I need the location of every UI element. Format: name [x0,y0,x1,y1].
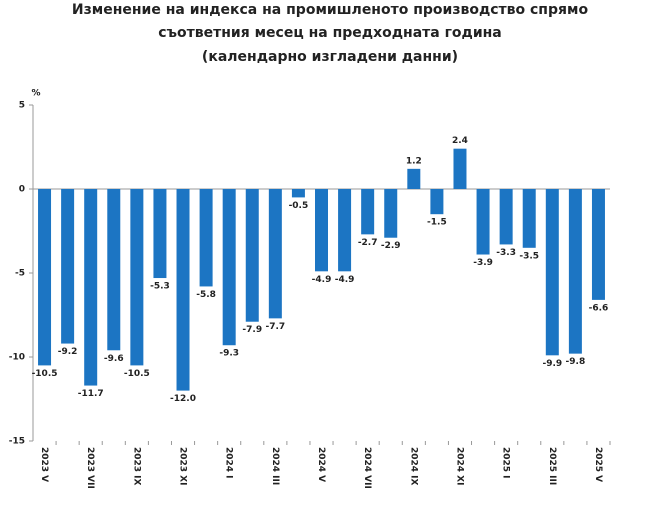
value-label: -9.3 [219,349,239,359]
y-axis-label: % [31,89,40,99]
value-label: 2.4 [452,136,468,146]
value-label: -9.2 [58,347,78,357]
chart-title: (календарно изгладени данни) [202,49,458,65]
value-label: -2.9 [381,241,401,251]
chart-title: Изменение на индекса на промишленото про… [72,2,589,18]
x-tick-label: 2024 IX [408,447,418,486]
value-label: -9.8 [566,357,586,367]
bar [315,189,328,272]
bar [38,189,52,366]
bar [407,168,421,189]
value-label: -12.0 [170,394,196,404]
value-label: -3.5 [519,251,539,261]
x-tick-label: 2023 XI [178,447,188,485]
y-tick-label: 5 [19,101,25,111]
value-label: -10.5 [32,369,58,379]
bar [153,189,167,279]
value-label: -7.7 [265,322,285,332]
bar [591,189,605,300]
x-tick-label: 2024 VII [362,447,372,489]
bar [430,189,444,215]
bar [130,189,144,366]
value-label: -5.8 [196,290,216,300]
value-label: -9.9 [542,359,562,369]
y-tick-label: -10 [9,353,25,363]
value-label: -10.5 [124,369,150,379]
bar [268,189,282,319]
x-tick-label: 2025 V [593,447,603,482]
value-label: -4.9 [335,275,355,285]
value-label: -1.5 [427,218,447,228]
bar [199,189,213,287]
y-tick-label: -5 [15,269,25,279]
bar [568,189,582,354]
value-label: -5.3 [150,282,170,292]
bar [453,148,467,189]
value-label: -3.3 [496,248,516,258]
value-label: -4.9 [312,275,332,285]
x-tick-label: 2025 III [547,447,557,485]
x-tick-label: 2025 I [501,447,511,479]
x-tick-label: 2023 V [39,447,49,482]
x-tick-label: 2024 III [270,447,280,485]
value-label: -7.9 [242,325,262,335]
bar [338,189,352,272]
bar [245,189,259,322]
bar [291,189,305,198]
x-tick-label: 2024 V [316,447,326,482]
bar [61,189,75,344]
bar [384,189,398,238]
bar [476,189,490,255]
x-tick-label: 2023 VII [85,447,95,489]
value-label: 1.2 [406,156,422,166]
value-label: -2.7 [358,238,378,248]
bar [176,189,190,391]
value-label: -9.6 [104,354,124,364]
chart-title: съответния месец на предходната година [158,25,502,41]
value-label: -0.5 [289,201,309,211]
bar [361,189,375,235]
x-tick-label: 2024 XI [454,447,464,485]
bar [107,189,121,351]
x-tick-label: 2024 I [224,447,234,479]
bar [84,189,98,386]
bar [222,189,236,346]
value-label: -11.7 [78,389,104,399]
value-label: -6.6 [589,303,609,313]
y-tick-label: -15 [9,437,25,447]
bar [499,189,513,245]
value-label: -3.9 [473,258,493,268]
x-tick-label: 2023 IX [131,447,141,486]
bar [545,189,559,356]
bar [522,189,536,248]
y-tick-label: 0 [19,185,25,195]
